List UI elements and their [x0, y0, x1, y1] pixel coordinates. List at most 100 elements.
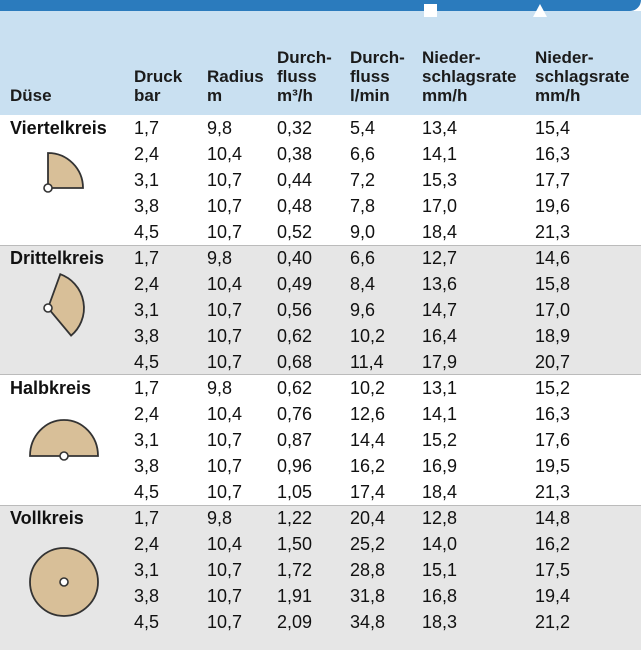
table-cell: 15,3 — [422, 170, 458, 190]
pivot — [43, 183, 53, 193]
table-cell: 19,5 — [535, 456, 571, 476]
table-cell: 0,56 — [277, 300, 313, 320]
table-cell: 1,72 — [277, 560, 313, 580]
table-cell: 3,1 — [134, 560, 160, 580]
column-header: schlagsrate — [535, 67, 630, 86]
quarter-icon — [47, 152, 84, 189]
table-cell: 17,9 — [422, 352, 458, 372]
table-cell: 16,3 — [535, 144, 571, 164]
table-cell: 10,4 — [207, 274, 243, 294]
column-header: fluss — [277, 67, 317, 86]
table-cell: 14,1 — [422, 404, 458, 424]
table-cell: 15,2 — [535, 378, 571, 398]
column-header: Radius — [207, 67, 264, 86]
table-cell: 11,4 — [350, 352, 384, 372]
column-header: l/min — [350, 86, 390, 105]
table-cell: 12,8 — [422, 508, 458, 528]
third-icon — [46, 273, 85, 337]
table-cell: 16,8 — [422, 586, 458, 606]
table-cell: 0,87 — [277, 430, 313, 450]
table-cell: 1,22 — [277, 508, 313, 528]
table-cell: 21,3 — [535, 482, 571, 502]
table-cell: 10,7 — [207, 456, 243, 476]
table-cell: 1,50 — [277, 534, 313, 554]
table-cell: 9,8 — [207, 508, 233, 528]
header-background — [0, 11, 641, 115]
table-cell: 0,62 — [277, 378, 313, 398]
table-cell: 28,8 — [350, 560, 386, 580]
table-cell: 0,68 — [277, 352, 313, 372]
table-cell: 0,76 — [277, 404, 313, 424]
table-cell: 14,8 — [535, 508, 571, 528]
table-cell: 1,7 — [134, 118, 160, 138]
table-cell: 16,9 — [422, 456, 458, 476]
table-cell: 7,8 — [350, 196, 376, 216]
table-cell: 17,0 — [535, 300, 571, 320]
spray-icons — [29, 152, 99, 617]
table-cell: 6,6 — [350, 144, 376, 164]
square-icon — [424, 4, 437, 17]
table-cell: 3,1 — [134, 170, 160, 190]
table-cell: 1,91 — [277, 586, 313, 606]
table-cell: 10,2 — [350, 378, 386, 398]
table-cell: 16,3 — [535, 404, 571, 424]
table-cell: 0,40 — [277, 248, 313, 268]
group-label: Drittelkreis — [10, 248, 105, 268]
column-header: mm/h — [535, 86, 581, 105]
table-cell: 20,7 — [535, 352, 571, 372]
table-cell: 0,44 — [277, 170, 313, 190]
table-cell: 14,7 — [422, 300, 458, 320]
table-cell: 6,6 — [350, 248, 376, 268]
table-cell: 21,3 — [535, 222, 571, 242]
table-cell: 12,6 — [350, 404, 386, 424]
group-label: Vollkreis — [10, 508, 84, 528]
table-cell: 10,7 — [207, 326, 243, 346]
group-background — [0, 245, 641, 375]
table-cell: 0,32 — [277, 118, 313, 138]
triangle-icon — [533, 4, 547, 17]
table-cell: 9,0 — [350, 222, 376, 242]
table-cell: 21,2 — [535, 612, 571, 632]
table-cell: 17,5 — [535, 560, 571, 580]
table-cell: 3,8 — [134, 326, 160, 346]
table-cell: 9,8 — [207, 118, 233, 138]
table-cell: 17,6 — [535, 430, 571, 450]
table-cell: 31,8 — [350, 586, 386, 606]
table-cell: 17,4 — [350, 482, 386, 502]
pivot — [59, 577, 69, 587]
table-cell: 15,2 — [422, 430, 458, 450]
table-cell: 7,2 — [350, 170, 376, 190]
table-cell: 16,2 — [350, 456, 386, 476]
table-cell: 10,7 — [207, 430, 243, 450]
table-cell: 10,7 — [207, 222, 243, 242]
table-cell: 25,2 — [350, 534, 386, 554]
table-cell: 2,09 — [277, 612, 313, 632]
table-cell: 1,7 — [134, 248, 160, 268]
table-cell: 14,0 — [422, 534, 458, 554]
column-header: Düse — [10, 86, 52, 105]
table-cell: 2,4 — [134, 144, 160, 164]
column-header: fluss — [350, 67, 390, 86]
table-cell: 10,7 — [207, 300, 243, 320]
table-cell: 1,7 — [134, 508, 160, 528]
table-cell: 0,62 — [277, 326, 313, 346]
table-cell: 16,2 — [535, 534, 571, 554]
table-cell: 3,1 — [134, 300, 160, 320]
table-cell: 10,4 — [207, 404, 243, 424]
table-cell: 1,7 — [134, 378, 160, 398]
table-cell: 9,8 — [207, 378, 233, 398]
table-cell: 0,48 — [277, 196, 313, 216]
table-cell: 18,4 — [422, 222, 458, 242]
table-cell: 13,6 — [422, 274, 458, 294]
column-header: schlagsrate — [422, 67, 517, 86]
table-cell: 10,7 — [207, 612, 243, 632]
table-cell: 2,4 — [134, 404, 160, 424]
group-label: Halbkreis — [10, 378, 92, 398]
table-cell: 13,4 — [422, 118, 458, 138]
table-cell: 4,5 — [134, 482, 160, 502]
table-cell: 4,5 — [134, 352, 160, 372]
table-cell: 9,8 — [207, 248, 233, 268]
column-header: Durch- — [350, 48, 405, 67]
table-cell: 10,4 — [207, 534, 243, 554]
